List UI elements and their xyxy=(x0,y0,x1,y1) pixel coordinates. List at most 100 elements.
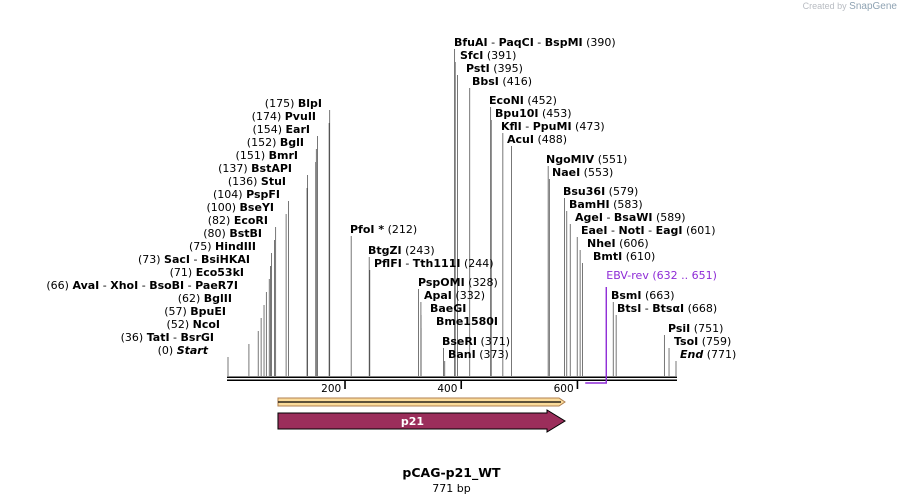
enzyme-name: PfoI * xyxy=(350,223,384,236)
site-btgzi[interactable]: BtgZI (243) xyxy=(368,244,435,257)
enzyme-name: BstBI xyxy=(229,227,262,240)
site-ncoi[interactable]: (52) NcoI xyxy=(167,318,220,331)
enzyme-name: BsaWI xyxy=(614,211,653,224)
feature-p21[interactable]: p21 xyxy=(277,409,566,433)
site-bmti[interactable]: BmtI (610) xyxy=(593,250,655,263)
enzyme-name: PaeR7I xyxy=(195,279,238,292)
site-saci[interactable]: (73) SacI - BsiHKAI xyxy=(138,253,250,266)
site-bamhi[interactable]: BamHI (583) xyxy=(569,198,643,211)
site-blpi[interactable]: (175) BlpI xyxy=(265,97,322,110)
site-naei[interactable]: NaeI (553) xyxy=(552,166,613,179)
enzyme-name: EagI xyxy=(656,224,683,237)
site-pfoi[interactable]: PfoI * (212) xyxy=(350,223,417,236)
site-bani[interactable]: BanI (373) xyxy=(448,348,509,361)
site-position: (152) xyxy=(247,136,280,149)
site-eco53ki[interactable]: (71) Eco53kI xyxy=(170,266,244,279)
enzyme-name: PvuII xyxy=(285,110,316,123)
enzyme-name: PaqCI xyxy=(499,36,534,49)
site-bpu10i[interactable]: Bpu10I (453) xyxy=(495,107,572,120)
site-eari[interactable]: (154) EarI xyxy=(252,123,310,136)
site-pspomi[interactable]: PspOMI (328) xyxy=(418,276,498,289)
site-psii[interactable]: PsiI (751) xyxy=(668,322,723,335)
site-ngomiv[interactable]: NgoMIV (551) xyxy=(546,153,627,166)
enzyme-name: TsoI xyxy=(674,335,698,348)
site-bpuei[interactable]: (57) BpuEI xyxy=(164,305,226,318)
site-stui[interactable]: (136) StuI xyxy=(228,175,286,188)
feature-arrow xyxy=(277,409,566,433)
enzyme-name: AvaI xyxy=(72,279,99,292)
site-end[interactable]: End (771) xyxy=(680,348,736,361)
site-avai[interactable]: (66) AvaI - XhoI - BsoBI - PaeR7I xyxy=(46,279,238,292)
site-bglii[interactable]: (62) BglII xyxy=(178,292,232,305)
site-bstbi[interactable]: (80) BstBI xyxy=(203,227,262,240)
site-position: (583) xyxy=(610,198,643,211)
site-pvuii[interactable]: (174) PvuII xyxy=(252,110,316,123)
primer-ebv-rev[interactable]: EBV-rev (632 .. 651) xyxy=(585,269,717,384)
site-psti[interactable]: PstI (395) xyxy=(466,62,523,75)
enzyme-name: Eco53kI xyxy=(196,266,244,279)
enzyme-name: Tth111I xyxy=(413,257,461,270)
enzyme-name: Bme1580I xyxy=(436,315,498,328)
site-position: (66) xyxy=(46,279,72,292)
site-hindiii[interactable]: (75) HindIII xyxy=(189,240,256,253)
site-position: (553) xyxy=(580,166,613,179)
plasmid-length: 771 bp xyxy=(432,482,470,495)
enzyme-name: XhoI xyxy=(110,279,138,292)
enzyme-name: HindIII xyxy=(215,240,256,253)
site-position: (174) xyxy=(252,110,285,123)
site-position: (104) xyxy=(213,188,246,201)
enzyme-name: BpuEI xyxy=(190,305,226,318)
site-bstapi[interactable]: (137) BstAPI xyxy=(218,162,292,175)
site-apai[interactable]: ApaI (332) xyxy=(424,289,485,302)
site-bsmi[interactable]: BsmI (663) xyxy=(611,289,675,302)
axis-tick-400 xyxy=(460,381,463,389)
site-bbsi[interactable]: BbsI (416) xyxy=(472,75,532,88)
site-acui[interactable]: AcuI (488) xyxy=(507,133,567,146)
site-agei[interactable]: AgeI - BsaWI (589) xyxy=(575,211,686,224)
site-pflfi[interactable]: PflFI - Tth111I (244) xyxy=(374,257,494,270)
enzyme-name: TatI xyxy=(147,331,170,344)
site-baegi[interactable]: BaeGI xyxy=(430,302,466,315)
primer-range: (632 .. 651) xyxy=(649,269,717,282)
enzyme-name: BamHI xyxy=(569,198,610,211)
enzyme-name: NcoI xyxy=(193,318,220,331)
plasmid-backbone[interactable] xyxy=(227,376,677,382)
enzyme-name: BaeGI xyxy=(430,302,466,315)
site-bmri[interactable]: (151) BmrI xyxy=(236,149,298,162)
site-pspfi[interactable]: (104) PspFI xyxy=(213,188,280,201)
site-position: (82) xyxy=(208,214,234,227)
site-bseri[interactable]: BseRI (371) xyxy=(442,335,510,348)
site-bseyi[interactable]: (100) BseYI xyxy=(206,201,274,214)
site-kfli[interactable]: KflI - PpuMI (473) xyxy=(501,120,605,133)
site-bfuai[interactable]: BfuAI - PaqCI - BspMI (390) xyxy=(454,36,616,49)
primer-label: EBV-rev (632 .. 651) xyxy=(606,269,717,282)
orf-arrow[interactable] xyxy=(277,397,566,407)
site-bgli[interactable]: (152) BglI xyxy=(247,136,304,149)
site-bsu36i[interactable]: Bsu36I (579) xyxy=(563,185,638,198)
site-tati[interactable]: (36) TatI - BsrGI xyxy=(121,331,214,344)
site-ecori[interactable]: (82) EcoRI xyxy=(208,214,268,227)
site-position: (332) xyxy=(452,289,485,302)
site-position: (175) xyxy=(265,97,298,110)
site-sfci[interactable]: SfcI (391) xyxy=(460,49,516,62)
site-position: (453) xyxy=(539,107,572,120)
site-eaei[interactable]: EaeI - NotI - EagI (601) xyxy=(581,224,716,237)
site-nhei[interactable]: NheI (606) xyxy=(587,237,649,250)
enzyme-name: Bsu36I xyxy=(563,185,605,198)
site-econi[interactable]: EcoNI (452) xyxy=(489,94,557,107)
enzyme-name: BstAPI xyxy=(251,162,292,175)
axis-tick-200 xyxy=(344,381,346,389)
enzyme-name: PspFI xyxy=(246,188,280,201)
site-bme1580i[interactable]: Bme1580I xyxy=(436,315,498,328)
enzyme-name: BlpI xyxy=(298,97,322,110)
site-btsi[interactable]: BtsI - BtsαI (668) xyxy=(617,302,717,315)
site-position: (606) xyxy=(616,237,649,250)
enzyme-name: BmrI xyxy=(269,149,298,162)
site-position: (154) xyxy=(252,123,285,136)
enzyme-name: Bpu10I xyxy=(495,107,539,120)
site-position: (71) xyxy=(170,266,196,279)
site-tsoi[interactable]: TsoI (759) xyxy=(674,335,731,348)
site-position: (52) xyxy=(167,318,193,331)
site-start[interactable]: (0) Start xyxy=(158,344,209,357)
